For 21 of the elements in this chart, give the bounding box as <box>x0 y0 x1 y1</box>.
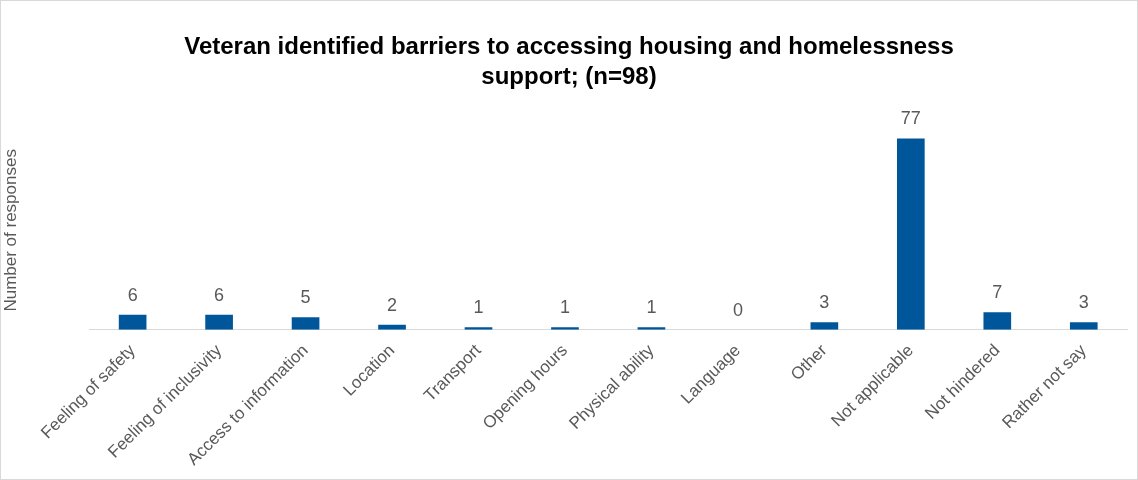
bar <box>118 314 147 330</box>
data-label: 1 <box>559 297 570 318</box>
chart-title: Veteran identified barriers to accessing housing and homelessness support; (n=98) <box>183 31 955 91</box>
bar <box>291 317 320 330</box>
bar <box>1069 322 1098 330</box>
y-axis-title: Number of responses <box>0 149 20 312</box>
data-label: 0 <box>732 299 743 320</box>
data-label: 1 <box>646 297 657 318</box>
data-label: 6 <box>127 284 138 305</box>
data-label: 7 <box>992 282 1003 303</box>
bar <box>810 322 839 330</box>
data-label: 5 <box>300 287 311 308</box>
bar <box>205 314 233 330</box>
data-label: 3 <box>819 292 830 313</box>
data-label: 2 <box>387 294 398 315</box>
data-label: 1 <box>473 297 484 318</box>
data-label: 6 <box>214 284 225 305</box>
bar <box>983 312 1012 330</box>
data-label: 3 <box>1078 292 1089 313</box>
data-label: 77 <box>900 108 921 129</box>
bar <box>897 138 925 330</box>
